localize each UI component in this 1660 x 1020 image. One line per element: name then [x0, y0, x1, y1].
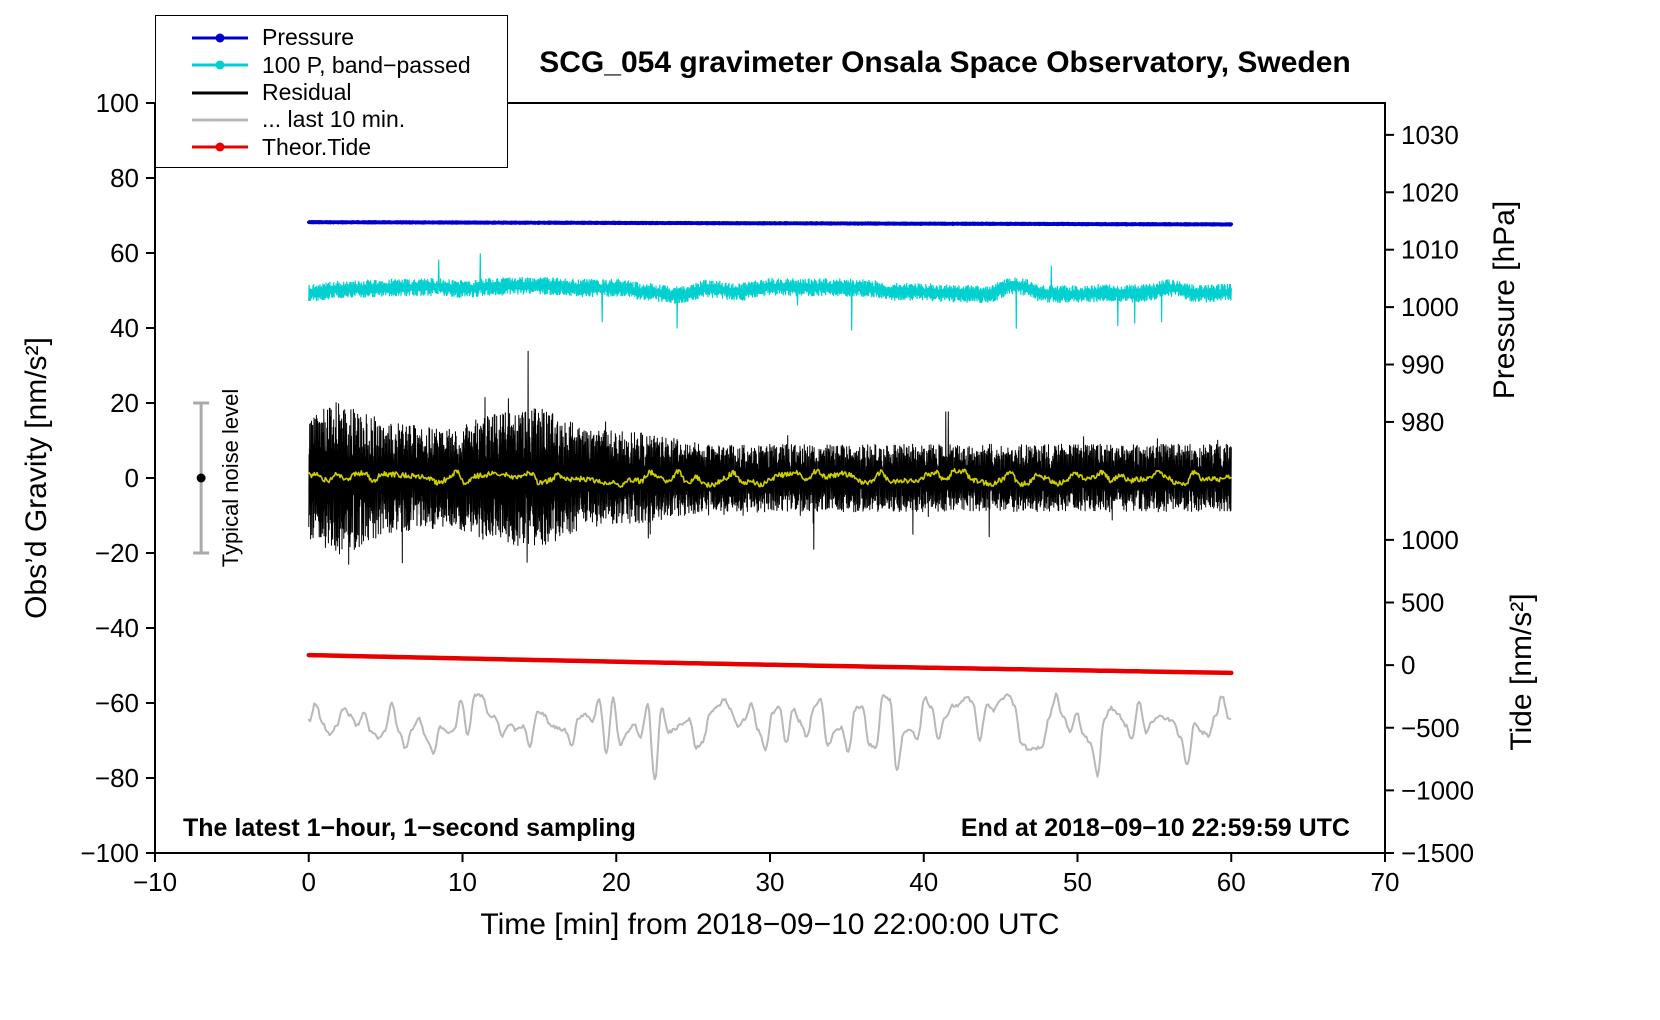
gravity-axis-tick-label: −80: [95, 763, 139, 793]
series-residual-last-10-min: [307, 692, 1232, 781]
gravity-axis-tick-label: −20: [95, 538, 139, 568]
legend-label: 100 P, band−passed: [262, 51, 471, 78]
legend-line-dot-icon: [192, 142, 248, 152]
pressure-axis-tick-label: 1020: [1401, 177, 1459, 207]
series-pressure: [307, 220, 1234, 227]
tide-axis-label: Tide [nm/s²]: [1505, 593, 1538, 751]
gravity-axis-tick-label: 80: [110, 163, 139, 193]
legend-label: Theor.Tide: [262, 133, 372, 160]
series-residual-smoothed: [308, 468, 1233, 488]
series-layer: [306, 220, 1234, 781]
chart-title: SCG_054 gravimeter Onsala Space Observat…: [539, 46, 1351, 79]
end-time-annotation: End at 2018−09−10 22:59:59 UTC: [960, 814, 1350, 842]
series-residual: [308, 350, 1232, 565]
pressure-axis-tick-label: 990: [1401, 350, 1444, 380]
series-theoretical-tide: [306, 652, 1234, 676]
legend-line-dot-icon: [192, 60, 248, 70]
tide-axis-tick-label: 0: [1401, 650, 1415, 680]
legend: Pressure 100 P, band−passed Residual... la…: [155, 15, 508, 168]
tide-axis-tick-label: 500: [1401, 588, 1444, 618]
legend-label: ... last 10 min.: [262, 106, 406, 133]
x-axis-tick-label: 70: [1371, 867, 1400, 897]
noise-level-label: Typical noise level: [218, 388, 243, 568]
pressure-axis-tick-label: 1030: [1401, 120, 1459, 150]
legend-line-icon: [192, 115, 248, 124]
tide-axis-tick-label: −1000: [1401, 775, 1474, 805]
pressure-axis-tick-label: 1000: [1401, 292, 1459, 322]
legend-item-3: ... last 10 min.: [192, 106, 501, 133]
gravity-axis-tick-label: 60: [110, 238, 139, 268]
x-axis-tick-label: 20: [602, 867, 631, 897]
legend-item-4: Theor.Tide: [192, 134, 501, 161]
noise-level-dot: [196, 473, 206, 483]
gravity-axis-tick-label: 0: [125, 463, 139, 493]
x-axis-tick-label: 40: [909, 867, 938, 897]
gravity-axis-tick-label: 40: [110, 313, 139, 343]
legend-item-2: Residual: [192, 79, 501, 106]
tide-axis-tick-label: −1500: [1401, 838, 1474, 868]
legend-label: Pressure: [262, 24, 355, 51]
series-pressure-band-passed: [308, 253, 1232, 331]
gravity-axis-tick-label: −100: [80, 838, 139, 868]
pressure-axis-label: Pressure [hPa]: [1488, 200, 1521, 400]
gravity-axis-tick-label: −40: [95, 613, 139, 643]
legend-item-1: 100 P, band−passed: [192, 51, 501, 78]
gravity-axis-tick-label: 100: [96, 88, 139, 118]
gravity-axis-label: Obs’d Gravity [nm/s²]: [20, 337, 53, 619]
pressure-axis-tick-label: 1010: [1401, 235, 1459, 265]
x-axis-tick-label: 60: [1217, 867, 1246, 897]
legend-line-dot-icon: [192, 33, 248, 43]
x-axis-label: Time [min] from 2018−09−10 22:00:00 UTC: [480, 908, 1060, 941]
x-axis-tick-label: 0: [302, 867, 316, 897]
tide-axis-tick-label: 1000: [1401, 525, 1459, 555]
legend-item-0: Pressure: [192, 24, 501, 51]
x-axis-tick-label: 50: [1063, 867, 1092, 897]
x-axis-tick-label: 30: [756, 867, 785, 897]
x-axis-tick-label: −10: [133, 867, 177, 897]
gravity-axis-tick-label: 20: [110, 388, 139, 418]
pressure-axis-tick-label: 980: [1401, 407, 1444, 437]
x-axis-tick-label: 10: [448, 867, 477, 897]
gravity-axis-tick-label: −60: [95, 688, 139, 718]
tide-axis-tick-label: −500: [1401, 713, 1460, 743]
legend-line-icon: [192, 88, 248, 97]
legend-label: Residual: [262, 79, 352, 106]
sampling-annotation: The latest 1−hour, 1−second sampling: [183, 814, 636, 842]
